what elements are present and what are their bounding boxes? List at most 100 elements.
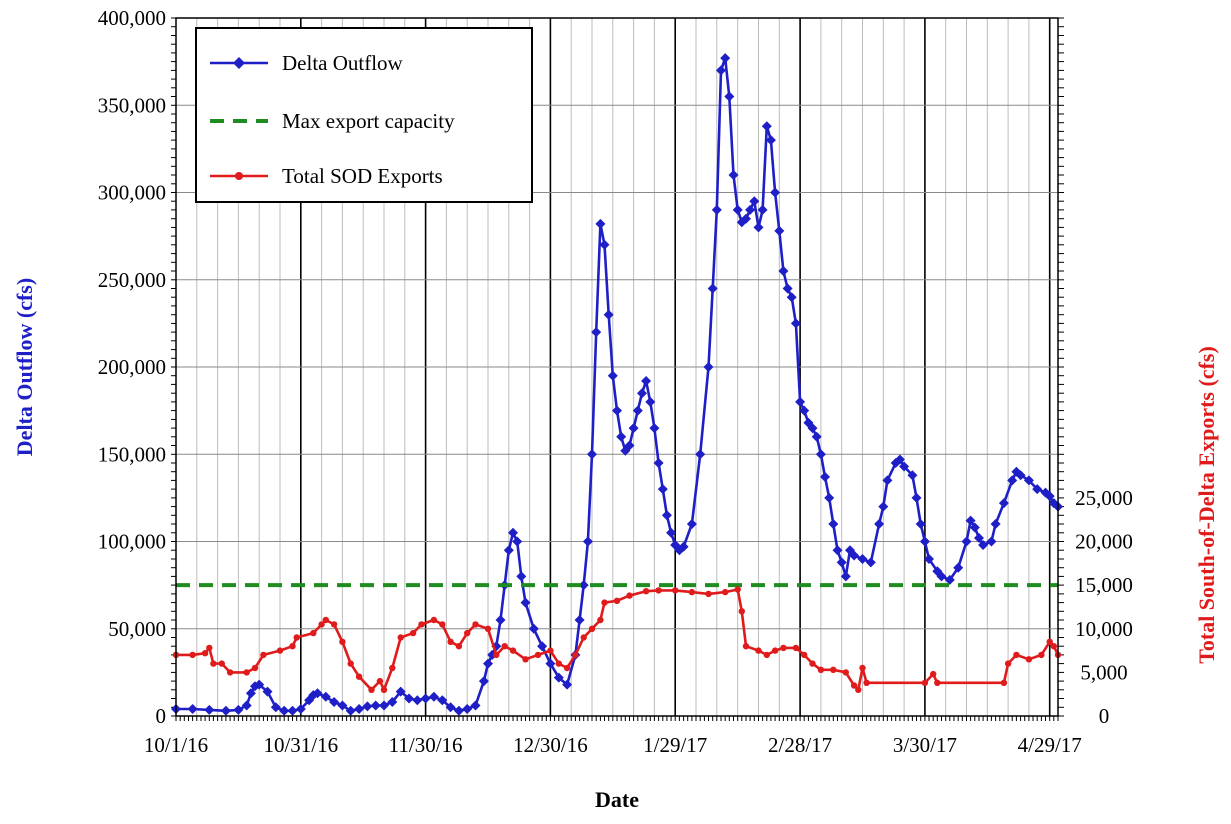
- data-point-sod-exports: [921, 679, 929, 686]
- data-point-delta-outflow: [878, 501, 889, 512]
- y-tick-label: 150,000: [98, 442, 166, 466]
- data-point-delta-outflow: [936, 571, 947, 582]
- data-point-delta-outflow: [761, 121, 772, 132]
- y-tick-label: 50,000: [108, 617, 166, 641]
- data-point-delta-outflow: [245, 688, 256, 699]
- y-axis-title-left: Delta Outflow (cfs): [12, 278, 37, 456]
- data-point-delta-outflow: [924, 554, 934, 564]
- data-point-delta-outflow: [840, 571, 851, 582]
- x-tick-label: 2/28/17: [768, 733, 832, 757]
- data-point-delta-outflow: [632, 405, 643, 416]
- y2-tick-label: 25,000: [1075, 486, 1133, 510]
- data-point-sod-exports: [276, 647, 284, 654]
- data-point-delta-outflow: [445, 702, 456, 713]
- data-point-sod-exports: [742, 643, 750, 650]
- data-point-delta-outflow: [404, 693, 414, 704]
- data-point-delta-outflow: [279, 705, 290, 716]
- data-point-delta-outflow: [312, 688, 323, 699]
- data-point-sod-exports: [738, 608, 745, 615]
- label-layer: 0 50,000 100,000 150,000 200,000 250,000 300,0…: [98, 6, 1133, 757]
- data-point-delta-outflow: [287, 705, 298, 716]
- data-point-delta-outflow: [678, 541, 689, 552]
- data-point-sod-exports: [1050, 643, 1058, 650]
- data-point-delta-outflow: [270, 702, 281, 713]
- data-point-delta-outflow: [836, 557, 847, 568]
- data-point-delta-outflow: [220, 705, 231, 716]
- data-point-delta-outflow: [337, 700, 348, 711]
- data-point-delta-outflow: [657, 484, 668, 495]
- data-point-sod-exports: [189, 651, 196, 659]
- data-point-delta-outflow: [741, 213, 751, 224]
- data-point-delta-outflow: [508, 527, 518, 538]
- data-point-sod-exports: [688, 588, 696, 596]
- data-point-delta-outflow: [516, 571, 527, 582]
- data-point-sod-exports: [842, 669, 849, 676]
- data-point-delta-outflow: [799, 405, 810, 416]
- data-point-delta-outflow: [774, 225, 785, 236]
- legend: Delta Outflow Max export capacity Total SO…: [195, 27, 533, 203]
- data-point-delta-outflow: [907, 470, 918, 481]
- data-point-delta-outflow: [911, 492, 922, 503]
- data-point-delta-outflow: [241, 700, 252, 711]
- data-point-delta-outflow: [478, 676, 489, 687]
- data-point-delta-outflow: [562, 679, 573, 690]
- data-point-delta-outflow: [354, 704, 365, 714]
- data-point-sod-exports: [572, 651, 579, 659]
- data-point-delta-outflow: [578, 580, 589, 591]
- data-point-delta-outflow: [990, 519, 1001, 529]
- data-point-sod-exports: [734, 586, 741, 593]
- data-point-sod-exports: [534, 651, 542, 659]
- legend-entries: Delta Outflow Max export capacity Total SO…: [210, 51, 455, 188]
- data-point-delta-outflow: [362, 701, 373, 712]
- y-axis-title-right: Total South-of-Delta Exports (cfs): [1194, 346, 1219, 664]
- data-point-delta-outflow: [395, 686, 406, 697]
- data-point-sod-exports: [771, 647, 779, 654]
- data-point-sod-exports: [830, 666, 837, 673]
- data-point-sod-exports: [210, 660, 217, 667]
- data-point-delta-outflow: [453, 705, 464, 716]
- x-tick-label: 11/30/16: [389, 733, 463, 757]
- data-point-delta-outflow: [528, 623, 539, 634]
- data-point-delta-outflow: [728, 170, 739, 180]
- data-point-delta-outflow: [1032, 484, 1043, 495]
- data-point-delta-outflow: [666, 527, 677, 538]
- data-point-sod-exports: [355, 673, 363, 680]
- data-point-sod-exports: [376, 677, 384, 685]
- data-point-delta-outflow: [874, 519, 885, 529]
- data-point-delta-outflow: [612, 405, 622, 416]
- x-axis-title: Date: [595, 787, 639, 812]
- data-point-delta-outflow: [370, 700, 381, 711]
- data-point-sod-exports: [318, 621, 325, 628]
- data-point-sod-exports: [722, 588, 729, 596]
- data-point-sod-exports: [763, 651, 770, 659]
- data-point-delta-outflow: [711, 204, 722, 215]
- data-point-sod-exports: [597, 616, 604, 624]
- data-point-delta-outflow: [628, 423, 639, 434]
- plot-frame: [175, 17, 1059, 717]
- data-point-delta-outflow: [807, 423, 818, 434]
- data-point-delta-outflow: [732, 204, 743, 215]
- data-point-sod-exports: [243, 669, 250, 676]
- data-point-delta-outflow: [603, 309, 614, 320]
- data-point-sod-exports: [251, 664, 259, 672]
- data-point-delta-outflow: [1007, 475, 1018, 486]
- data-point-sod-exports: [218, 660, 225, 667]
- data-point-sod-exports: [322, 616, 329, 624]
- data-point-delta-outflow: [587, 449, 597, 460]
- data-point-sod-exports: [330, 621, 338, 628]
- data-point-delta-outflow: [765, 135, 776, 146]
- data-point-delta-outflow: [641, 376, 652, 386]
- data-point-delta-outflow: [379, 700, 389, 711]
- data-point-sod-exports: [347, 660, 354, 667]
- y2-tick-label: 5,000: [1080, 660, 1127, 684]
- data-point-delta-outflow: [574, 615, 585, 625]
- data-point-delta-outflow: [786, 292, 797, 303]
- data-point-sod-exports: [389, 664, 396, 672]
- data-point-sod-exports: [293, 634, 300, 641]
- data-point-sod-exports: [455, 643, 463, 650]
- data-point-delta-outflow: [616, 431, 627, 442]
- data-point-sod-exports: [930, 670, 937, 678]
- y-tick-label: 300,000: [98, 181, 166, 205]
- data-point-delta-outflow: [865, 557, 876, 568]
